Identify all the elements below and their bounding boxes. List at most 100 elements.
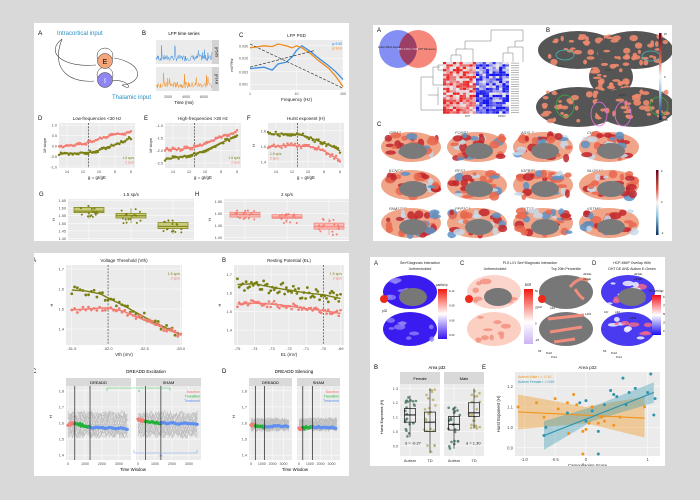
heatmap-cell xyxy=(482,94,486,98)
heatmap-cell xyxy=(443,62,447,65)
data-point xyxy=(431,398,435,402)
heatmap-cell xyxy=(485,76,490,79)
data-point xyxy=(333,223,336,226)
overlap-patch xyxy=(610,282,616,285)
data-point xyxy=(653,397,657,401)
data-point xyxy=(429,427,432,431)
data-point xyxy=(75,311,79,314)
heatmap-cell xyxy=(505,104,509,107)
heatmap-cell xyxy=(456,101,460,105)
data-point xyxy=(189,155,192,158)
heatmap xyxy=(443,62,519,114)
colorbar-tick: 50 xyxy=(535,289,539,293)
activation-cluster xyxy=(541,102,548,108)
heatmap-cell xyxy=(502,97,506,100)
y-tick-label: 1.45 xyxy=(59,229,66,233)
fit-line xyxy=(249,50,316,68)
expression-patch xyxy=(427,178,434,185)
data-point xyxy=(434,404,437,407)
y-tick-label: 1.1 xyxy=(393,416,398,420)
heatmap-cell xyxy=(479,104,483,107)
heatmap-cell xyxy=(482,69,486,72)
bsr-patch xyxy=(500,323,511,329)
region-outline-insula xyxy=(555,49,575,61)
heatmap-cell xyxy=(466,85,470,88)
activation-cluster xyxy=(642,91,650,96)
bsr-patch xyxy=(483,328,493,332)
panel-A-circuit: A Intracortical input E I Thalamic input xyxy=(38,30,151,101)
heatmap-cell xyxy=(446,80,450,84)
x-tick-label: 2000 xyxy=(269,462,277,466)
heatmap-row-label xyxy=(511,112,519,113)
activation-cluster xyxy=(625,80,630,85)
y-tick-label: 1.4 xyxy=(59,454,64,458)
expression-patch xyxy=(427,185,436,189)
x-axis-label: Time Window xyxy=(120,467,147,472)
heatmap-cell xyxy=(489,104,493,107)
y-axis-label: H xyxy=(231,415,236,418)
expression-patch xyxy=(523,181,530,190)
data-point xyxy=(596,452,600,456)
data-point xyxy=(649,372,653,376)
heatmap-cell xyxy=(446,62,450,65)
data-point xyxy=(276,305,279,308)
heatmap-cell xyxy=(499,94,503,98)
data-point xyxy=(103,298,107,302)
heatmap-cell xyxy=(446,64,450,67)
heatmap-cell xyxy=(446,104,450,107)
heatmap-cell xyxy=(482,83,486,86)
data-point xyxy=(228,134,231,138)
heatmap-cell xyxy=(472,87,476,91)
thalamic-arrow xyxy=(113,57,138,86)
data-point xyxy=(319,230,322,233)
heatmap-cell xyxy=(456,73,460,77)
data-point xyxy=(267,300,271,303)
data-point xyxy=(266,130,270,134)
heatmap-cell xyxy=(446,76,450,79)
y-axis-label: 1/f slope xyxy=(148,137,153,153)
activation-cluster xyxy=(602,74,607,78)
heatmap-cell xyxy=(459,71,463,74)
heatmap-cell xyxy=(459,76,463,79)
heatmap-cell xyxy=(499,97,503,100)
activation-cluster xyxy=(625,114,629,118)
heatmap-cell xyxy=(499,78,503,81)
legend-label: Transition xyxy=(185,395,200,399)
heatmap-cell xyxy=(476,62,480,65)
data-point xyxy=(406,435,409,438)
heatmap-cell xyxy=(459,97,463,100)
data-point xyxy=(475,394,479,398)
heatmap-cell xyxy=(489,78,493,81)
heatmap-cell xyxy=(482,80,486,84)
heatmap-cell xyxy=(449,90,453,93)
heatmap-cell xyxy=(472,90,476,93)
heatmap-row-label xyxy=(511,76,519,78)
heatmap-cell xyxy=(489,94,493,98)
expression-patch xyxy=(603,132,613,138)
heatmap-row-label xyxy=(511,83,519,85)
region-p32 xyxy=(380,295,388,303)
heatmap-cell xyxy=(485,99,490,102)
data-point xyxy=(447,406,450,410)
panel-title: DREADD Silencing xyxy=(275,369,314,374)
heatmap-cell xyxy=(482,101,486,105)
heatmap-cell xyxy=(485,94,490,98)
heatmap-cell xyxy=(469,94,473,98)
region-label: d23ab xyxy=(583,272,592,276)
data-point xyxy=(162,329,166,332)
subject-trace xyxy=(137,412,198,439)
heatmap-cell xyxy=(479,92,483,95)
subject-trace xyxy=(298,417,338,432)
data-point xyxy=(134,208,137,211)
y-tick-label: 1.5 xyxy=(226,309,232,314)
figure-top-left: A Intracortical input E I Thalamic input… xyxy=(34,23,349,241)
region-label: 10r xyxy=(538,305,542,309)
heatmap-cell xyxy=(472,109,476,112)
medial-wall xyxy=(484,288,512,306)
facet-strip xyxy=(249,378,292,386)
activation-cluster xyxy=(631,55,637,61)
panel-title: Sex*Diagnosis Interaction xyxy=(400,261,440,265)
data-point xyxy=(307,137,311,141)
expression-patch xyxy=(564,230,573,234)
data-point xyxy=(121,217,124,220)
